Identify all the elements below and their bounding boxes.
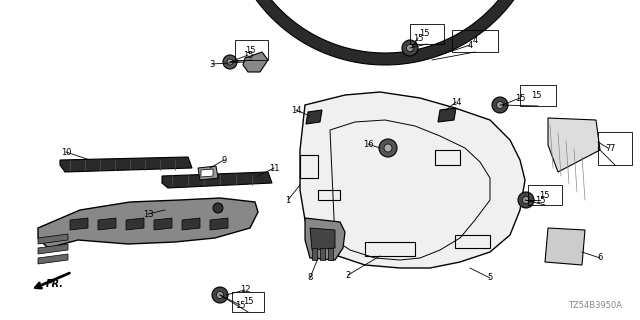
Polygon shape [182,218,200,230]
Text: 4: 4 [472,36,477,44]
Text: 11: 11 [269,164,279,172]
Polygon shape [300,92,525,268]
Polygon shape [312,248,317,260]
Text: TZ54B3950A: TZ54B3950A [568,301,622,310]
Polygon shape [38,244,68,254]
Polygon shape [70,218,88,230]
Polygon shape [310,228,335,250]
Text: 15: 15 [243,298,253,307]
Bar [598,132,632,165]
Text: 15: 15 [244,45,255,54]
Polygon shape [438,108,456,122]
Polygon shape [328,248,333,260]
Text: 15: 15 [535,196,545,204]
Text: 15: 15 [419,28,429,37]
Polygon shape [198,166,218,180]
Text: FR.: FR. [46,279,64,289]
Text: 15: 15 [539,190,549,199]
Text: 15: 15 [413,34,423,43]
Circle shape [227,59,233,65]
Text: 8: 8 [307,274,313,283]
Polygon shape [98,218,116,230]
Text: 1: 1 [285,196,291,204]
Bar [452,30,498,52]
Text: 15: 15 [531,91,541,100]
Text: 6: 6 [597,253,603,262]
Text: 7: 7 [605,143,611,153]
Polygon shape [38,198,258,248]
Polygon shape [154,218,172,230]
Bar [410,24,444,44]
Polygon shape [243,52,268,72]
Circle shape [497,101,504,108]
Text: 9: 9 [221,156,227,164]
Text: 15: 15 [515,93,525,102]
Circle shape [216,292,223,299]
Text: 2: 2 [346,270,351,279]
Circle shape [492,97,508,113]
Circle shape [522,196,529,204]
Polygon shape [305,218,345,260]
Polygon shape [236,0,534,65]
Polygon shape [162,172,272,188]
Polygon shape [548,118,600,172]
Text: 10: 10 [61,148,71,156]
Circle shape [406,44,413,52]
Text: 7: 7 [609,143,614,153]
Circle shape [384,144,392,152]
Circle shape [518,192,534,208]
Text: 4: 4 [467,41,472,50]
Bar [528,185,562,205]
Polygon shape [320,248,325,260]
Circle shape [212,287,228,303]
Polygon shape [38,254,68,264]
Polygon shape [545,228,585,265]
Circle shape [213,203,223,213]
Polygon shape [60,157,192,172]
Bar [235,40,268,60]
Polygon shape [38,234,68,244]
Text: 13: 13 [143,210,154,219]
Text: 14: 14 [291,106,301,115]
Text: 12: 12 [240,285,250,294]
Polygon shape [201,169,213,177]
Polygon shape [306,110,322,124]
Text: 15: 15 [235,300,245,309]
Bar [520,85,556,106]
Polygon shape [210,218,228,230]
Circle shape [379,139,397,157]
Text: 5: 5 [488,274,493,283]
Text: 15: 15 [243,51,253,60]
Text: 3: 3 [209,60,214,68]
Circle shape [223,55,237,69]
Polygon shape [126,218,144,230]
Bar [232,292,264,312]
Text: 14: 14 [451,98,461,107]
Text: 16: 16 [363,140,373,148]
Circle shape [402,40,418,56]
